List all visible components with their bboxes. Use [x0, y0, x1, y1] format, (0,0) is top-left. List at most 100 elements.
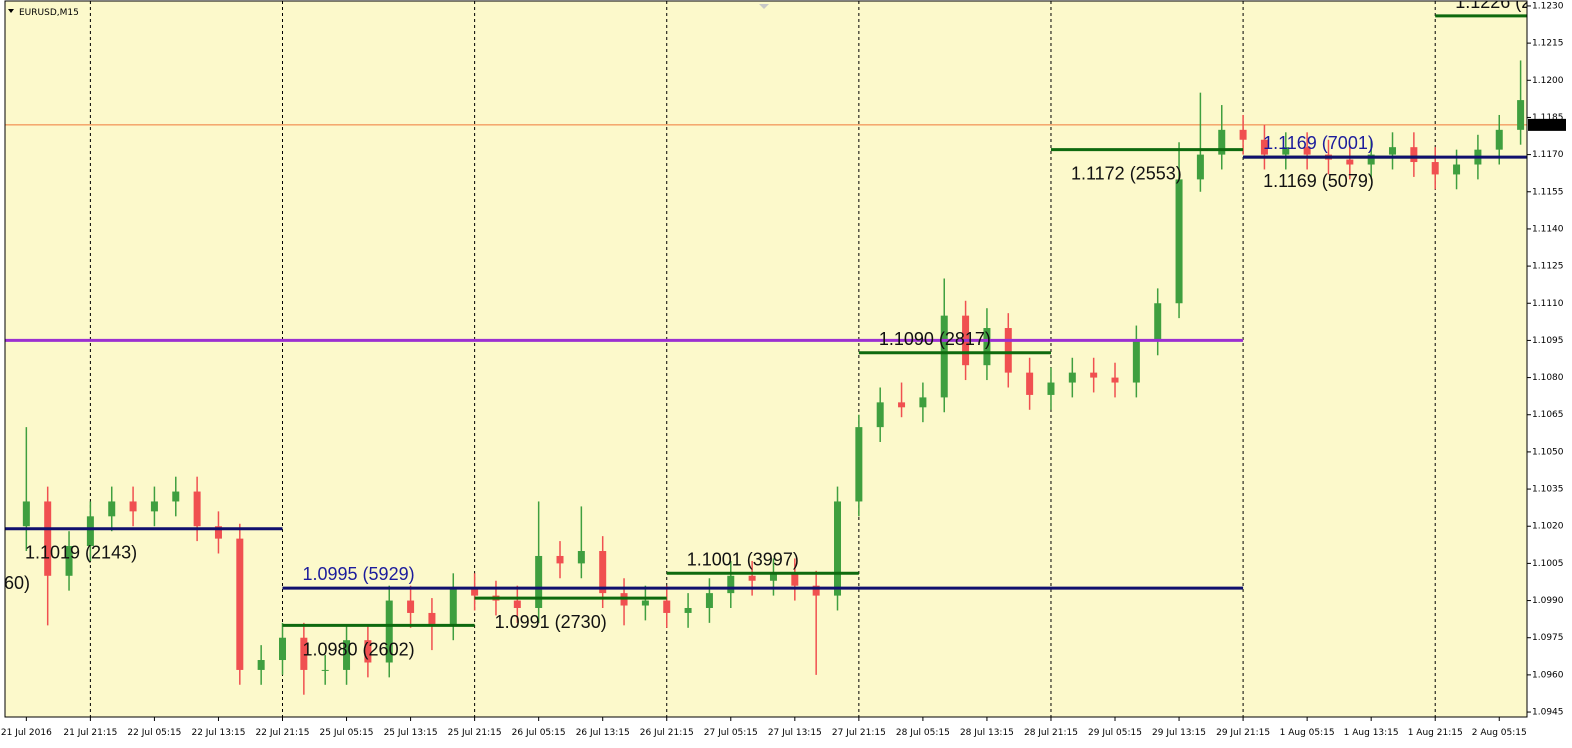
candle-body	[44, 501, 52, 576]
candle-body	[1132, 340, 1140, 383]
candle-body	[1282, 147, 1290, 155]
candle-body	[535, 555, 543, 608]
level-label: 1.1172 (2553)	[1071, 164, 1182, 184]
candle-body	[108, 501, 116, 517]
level-label: 1.0980 (2602)	[303, 639, 415, 659]
candle-body	[385, 600, 393, 663]
y-tick-label: 1.1125	[1532, 262, 1564, 272]
candle-body	[1111, 377, 1119, 383]
candle-body	[236, 538, 244, 670]
candle-body	[257, 660, 265, 670]
y-tick-label: 1.0975	[1532, 633, 1564, 643]
x-tick-label: 28 Jul 13:15	[960, 728, 1014, 738]
x-tick-label: 27 Jul 13:15	[768, 728, 822, 738]
candle-body	[1495, 129, 1503, 150]
x-tick-label: 26 Jul 21:15	[640, 728, 694, 738]
candle-body	[641, 600, 649, 606]
candle-body	[86, 516, 94, 547]
candle-body	[983, 328, 991, 366]
chart-title: EURUSD,M15	[19, 8, 79, 18]
x-tick-label: 29 Jul 13:15	[1152, 728, 1206, 738]
level-label: 1.1090 (2817)	[879, 329, 991, 349]
candle-body	[172, 491, 180, 502]
candle-body	[599, 551, 607, 594]
y-tick-label: 1.1170	[1532, 150, 1564, 160]
y-tick-label: 1.1155	[1532, 187, 1564, 197]
x-tick-label: 1 Aug 05:15	[1280, 728, 1335, 738]
candle-body	[1218, 129, 1226, 155]
x-tick-label: 25 Jul 21:15	[448, 728, 502, 738]
level-label: 1.0995 (5929)	[303, 564, 415, 584]
candle-body	[193, 491, 201, 527]
y-tick-label: 1.1080	[1532, 373, 1564, 383]
x-tick-label: 28 Jul 05:15	[896, 728, 950, 738]
level-label: 1.1226 (2	[1455, 0, 1531, 12]
candle-body	[855, 427, 863, 502]
y-tick-label: 1.0945	[1532, 708, 1564, 718]
candle-body	[1389, 147, 1397, 155]
y-tick-label: 1.1140	[1532, 224, 1564, 234]
last-price-box	[1528, 118, 1566, 131]
x-tick-label: 22 Jul 21:15	[256, 728, 310, 738]
candle-body	[1026, 372, 1034, 395]
candle-body	[769, 573, 777, 581]
x-tick-label: 29 Jul 21:15	[1216, 728, 1270, 738]
x-tick-label: 22 Jul 05:15	[127, 728, 181, 738]
candle-body	[343, 640, 351, 670]
candle-body	[214, 526, 222, 539]
candle-body	[513, 600, 521, 608]
x-tick-label: 21 Jul 2016	[1, 728, 52, 738]
y-tick-label: 1.1065	[1532, 410, 1564, 420]
x-tick-label: 27 Jul 05:15	[704, 728, 758, 738]
x-tick-label: 21 Jul 21:15	[63, 728, 117, 738]
x-tick-label: 25 Jul 13:15	[384, 728, 438, 738]
y-tick-label: 1.1215	[1532, 39, 1564, 49]
candle-body	[940, 315, 948, 398]
y-tick-label: 1.1095	[1532, 336, 1564, 346]
candle-body	[791, 573, 799, 586]
candle-body	[407, 600, 415, 613]
x-tick-label: 2 Aug 05:15	[1472, 728, 1527, 738]
candle-body	[129, 501, 137, 512]
candle-body	[1196, 154, 1204, 180]
y-tick-label: 1.1200	[1532, 76, 1564, 86]
level-label: 1.1169 (7001)	[1263, 133, 1374, 153]
y-tick-label: 1.1050	[1532, 447, 1564, 457]
menu-arrow[interactable]	[8, 9, 14, 13]
candle-body	[898, 402, 906, 408]
candle-body	[1367, 154, 1375, 165]
candle-body	[471, 588, 479, 596]
y-tick-label: 1.0960	[1532, 670, 1564, 680]
x-tick-label: 1 Aug 21:15	[1408, 728, 1463, 738]
plot-area: 1.1019 (2143) 1.0980 (2602) 1.0995 (5929) 1…	[5, 0, 1531, 717]
candle-body	[1517, 100, 1525, 130]
x-tick-label: 22 Jul 13:15	[191, 728, 245, 738]
candle-body	[919, 397, 927, 408]
candle-body	[65, 546, 73, 576]
candle-body	[1431, 162, 1439, 175]
candle-body	[364, 640, 372, 663]
candle-body	[428, 612, 436, 626]
y-tick-label: 1.0990	[1532, 596, 1564, 606]
candle-body	[1154, 303, 1162, 341]
candle-body	[1068, 372, 1076, 383]
level-label: 1.0991 (2730)	[495, 612, 607, 632]
candle-body	[748, 575, 756, 581]
level-label: 1.1019 (2143)	[25, 543, 137, 563]
x-tick-label: 28 Jul 21:15	[1024, 728, 1078, 738]
candle-body	[1453, 164, 1461, 175]
candle-body	[577, 551, 585, 564]
candle-body	[321, 669, 329, 671]
candle-body	[1260, 139, 1268, 155]
candle-body	[1346, 159, 1354, 165]
candle-body	[1303, 147, 1311, 155]
candle-body	[663, 600, 671, 613]
candle-body	[279, 637, 287, 661]
last-price-label: 1.1182	[1532, 120, 1564, 130]
candle-body	[22, 501, 30, 527]
level-label: 1.1169 (5079)	[1263, 171, 1374, 191]
x-tick-label: 25 Jul 05:15	[320, 728, 374, 738]
x-tick-label: 1 Aug 13:15	[1344, 728, 1399, 738]
